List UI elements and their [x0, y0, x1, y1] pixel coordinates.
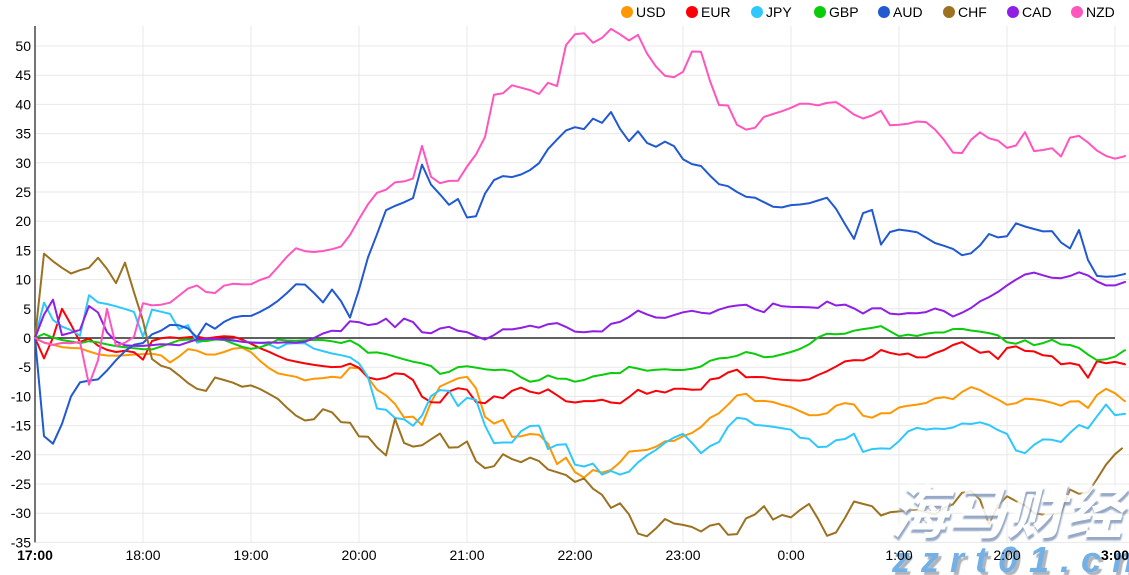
- svg-text:NZD: NZD: [1086, 4, 1115, 20]
- svg-text:GBP: GBP: [829, 4, 859, 20]
- svg-text:18:00: 18:00: [125, 547, 160, 563]
- svg-text:19:00: 19:00: [233, 547, 268, 563]
- svg-text:3:00: 3:00: [1101, 547, 1129, 563]
- svg-text:-25: -25: [11, 476, 31, 492]
- svg-text:-35: -35: [11, 534, 31, 550]
- svg-text:CHF: CHF: [958, 4, 987, 20]
- svg-text:CAD: CAD: [1022, 4, 1052, 20]
- svg-text:EUR: EUR: [701, 4, 731, 20]
- svg-text:22:00: 22:00: [557, 547, 592, 563]
- svg-text:25: 25: [15, 184, 31, 200]
- svg-text:20: 20: [15, 213, 31, 229]
- svg-text:0: 0: [23, 330, 31, 346]
- svg-text:20:00: 20:00: [341, 547, 376, 563]
- svg-text:0:00: 0:00: [777, 547, 804, 563]
- svg-text:-5: -5: [19, 359, 32, 375]
- svg-text:-10: -10: [11, 388, 31, 404]
- svg-text:-20: -20: [11, 447, 31, 463]
- svg-text:5: 5: [23, 301, 31, 317]
- svg-text:-15: -15: [11, 418, 31, 434]
- svg-text:USD: USD: [636, 4, 666, 20]
- svg-text:35: 35: [15, 126, 31, 142]
- svg-text:-30: -30: [11, 505, 31, 521]
- svg-text:21:00: 21:00: [449, 547, 484, 563]
- svg-text:JPY: JPY: [766, 4, 792, 20]
- svg-text:10: 10: [15, 272, 31, 288]
- svg-text:2:00: 2:00: [993, 547, 1020, 563]
- svg-text:30: 30: [15, 155, 31, 171]
- svg-text:17:00: 17:00: [17, 547, 53, 563]
- svg-text:40: 40: [15, 96, 31, 112]
- svg-text:23:00: 23:00: [665, 547, 700, 563]
- svg-text:AUD: AUD: [893, 4, 923, 20]
- svg-text:50: 50: [15, 38, 31, 54]
- svg-text:1:00: 1:00: [885, 547, 912, 563]
- svg-text:45: 45: [15, 67, 31, 83]
- svg-text:15: 15: [15, 242, 31, 258]
